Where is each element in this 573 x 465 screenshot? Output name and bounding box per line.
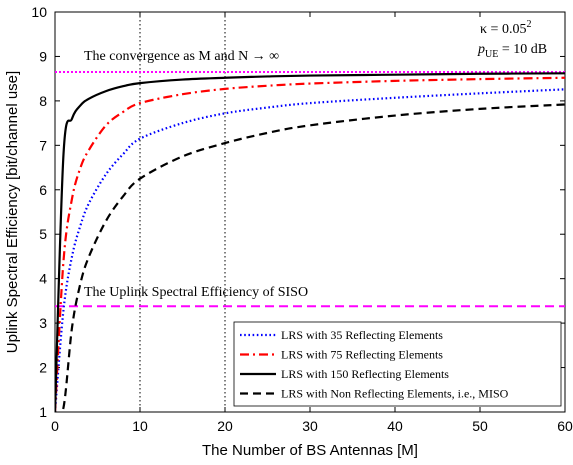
legend-entry-label: LRS with 150 Reflecting Elements [281, 367, 449, 381]
y-tick-label: 5 [39, 226, 47, 242]
series-line [55, 88, 565, 412]
y-tick-label: 7 [39, 137, 47, 153]
y-tick-label: 4 [39, 271, 47, 287]
x-tick-label: 40 [387, 418, 403, 434]
legend-entry-label: LRS with 75 Reflecting Elements [281, 348, 443, 362]
series-line [55, 76, 565, 412]
siso-annotation: The Uplink Spectral Efficiency of SISO [84, 285, 308, 300]
y-tick-label: 6 [39, 182, 47, 198]
x-tick-label: 30 [302, 418, 318, 434]
legend-box [233, 321, 562, 407]
series-line [55, 72, 565, 412]
vertical-reference-lines [139, 12, 226, 412]
convergence-annotation: The convergence as M and N → ∞ [84, 49, 279, 64]
x-tick-label: 50 [472, 418, 488, 434]
x-tick-label: 10 [132, 418, 148, 434]
series-group [55, 72, 565, 412]
axis-ticks: 0 10 20 30 40 50 60 1 2 3 4 5 6 7 8 9 10 [31, 4, 573, 434]
y-tick-label: 9 [39, 48, 47, 64]
x-tick-label: 60 [557, 418, 573, 434]
y-tick-label: 10 [31, 4, 47, 20]
y-tick-label: 1 [39, 404, 47, 420]
y-tick-label: 2 [39, 360, 47, 376]
y-tick-label: 8 [39, 93, 47, 109]
x-tick-label: 0 [51, 418, 59, 434]
horizontal-reference-lines [55, 71, 565, 308]
legend-entry-label: LRS with 35 Reflecting Elements [281, 328, 443, 342]
y-tick-label: 3 [39, 315, 47, 331]
legend: LRS with 35 Reflecting Elements LRS with … [233, 321, 562, 407]
y-axis-label: Uplink Spectral Efficiency [bit/channel … [4, 71, 21, 353]
kappa-annotation: κ = 0.052 [480, 19, 531, 37]
legend-entry-label: LRS with Non Reflecting Elements, i.e., … [281, 387, 509, 401]
series-line [55, 103, 565, 412]
power-annotation: pUE = 10 dB [477, 42, 547, 60]
x-tick-label: 20 [217, 418, 233, 434]
x-axis-label: The Number of BS Antennas [M] [202, 442, 418, 459]
